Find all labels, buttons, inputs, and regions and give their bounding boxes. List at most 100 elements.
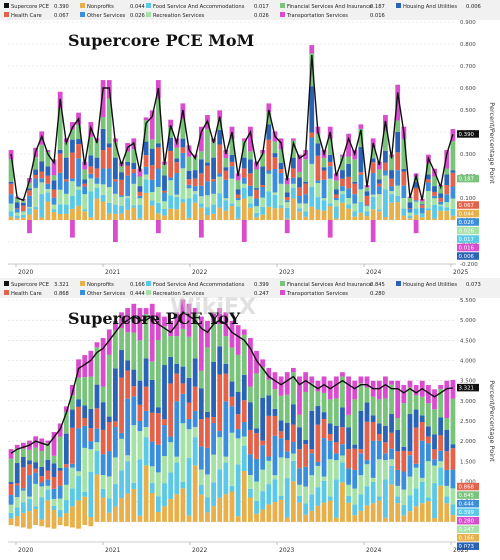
bar-segment-financial_services — [376, 399, 382, 424]
bar-segment-financial_services — [284, 184, 290, 193]
bar-segment-housing_utilities — [389, 414, 394, 433]
supercore-line — [10, 54, 454, 202]
bar-segment-other_services — [162, 192, 167, 202]
bar-segment-other_services — [346, 468, 351, 485]
bar-segment-housing_utilities — [113, 157, 118, 180]
bar-segment-nonprofits — [352, 515, 358, 522]
bar-segment-financial_services — [352, 159, 358, 182]
bar-segment-housing_utilities — [401, 168, 407, 172]
bar-segment-recreation_services — [106, 476, 112, 499]
bar-segment-financial_services — [254, 169, 259, 189]
bar-segment-housing_utilities — [266, 395, 272, 416]
bar-segment-other_services — [33, 472, 39, 484]
bar-segment-other_services — [444, 194, 450, 203]
bar-segment-housing_utilities — [186, 377, 192, 403]
bar-segment-financial_services — [76, 124, 81, 140]
bar-segment-housing_utilities — [205, 411, 210, 418]
bar-segment-nonprofits — [358, 510, 364, 522]
bar-segment-other_services — [39, 482, 45, 487]
bar-segment-other_services — [352, 469, 358, 489]
bar-segment-food_services — [229, 203, 235, 206]
bar-segment-nonprofits — [419, 217, 425, 220]
bar-segment-housing_utilities — [309, 410, 315, 450]
bar-segment-recreation_services — [389, 459, 394, 466]
bar-segment-recreation_services — [346, 198, 351, 205]
bar-segment-transportation_services — [346, 376, 351, 415]
bar-segment-nonprofits — [57, 517, 63, 522]
end-label-box-transportation_services — [457, 516, 479, 525]
bar-segment-housing_utilities — [131, 369, 137, 387]
bar-segment-housing_utilities — [376, 179, 382, 184]
bar-segment-housing_utilities — [444, 429, 450, 452]
bar-segment-housing_utilities — [168, 137, 174, 151]
bar-segment-recreation_services — [186, 429, 192, 459]
bar-segment-recreation_services — [94, 442, 100, 451]
bar-segment-housing_utilities — [370, 415, 376, 423]
bar-segment-financial_services — [425, 163, 431, 175]
bar-segment-food_services — [407, 215, 413, 219]
x-tick-label-2023: 2023 — [279, 269, 294, 276]
bar-segment-recreation_services — [180, 168, 186, 200]
bar-segment-nonprofits — [333, 517, 339, 522]
supercore-line — [10, 311, 453, 454]
bar-segment-food_services — [168, 195, 174, 209]
bar-segment-nonprofits — [113, 506, 118, 522]
bar-segment-transportation_services — [315, 380, 321, 392]
bar-segment-food_services — [180, 481, 186, 489]
bar-segment-food_services — [82, 209, 88, 212]
bar-segment-food_services — [248, 203, 253, 208]
bar-segment-food_services — [389, 465, 394, 485]
legend-swatch-nonprofits — [80, 281, 85, 286]
bar-segment-health_care — [376, 183, 382, 187]
bar-segment-other_services — [198, 185, 204, 197]
bar-segment-housing_utilities — [235, 189, 241, 195]
bar-segment-financial_services — [94, 140, 100, 158]
bar-segment-nonprofits — [425, 210, 431, 220]
bar-segment-recreation_services — [278, 457, 284, 496]
chart-title: Supercore PCE MoM — [68, 31, 254, 50]
bar-segment-other_services — [186, 184, 192, 189]
bar-segment-housing_utilities — [198, 388, 204, 420]
bar-segment-housing_utilities — [260, 166, 266, 186]
bar-segment-financial_services — [168, 336, 174, 357]
bar-segment-health_care — [278, 169, 284, 174]
bar-segment-food_services — [235, 464, 241, 517]
bar-segment-health_care — [223, 170, 229, 180]
bar-segment-financial_services — [168, 127, 174, 138]
bar-segment-health_care — [450, 448, 456, 470]
bar-segment-nonprofits — [180, 488, 186, 522]
bar-segment-health_care — [149, 412, 155, 442]
bar-segment-transportation_services — [358, 376, 364, 384]
bar-segment-financial_services — [20, 200, 26, 203]
bar-segment-recreation_services — [395, 485, 401, 497]
bar-segment-financial_services — [14, 197, 20, 203]
bar-segment-nonprofits — [450, 215, 456, 220]
bar-segment-transportation_services — [389, 380, 394, 385]
bar-segment-financial_services — [444, 168, 450, 175]
bar-segment-recreation_services — [76, 186, 81, 190]
bar-segment-transportation_services — [395, 380, 401, 419]
bar-segment-nonprofits — [100, 497, 106, 522]
bar-segment-health_care — [119, 377, 124, 433]
bar-segment-housing_utilities — [432, 186, 437, 192]
bar-segment-other_services — [106, 451, 112, 477]
bar-segment-recreation_services — [432, 198, 437, 205]
bar-segment-health_care — [309, 132, 315, 138]
bar-segment-transportation_services — [198, 126, 204, 152]
x-tick-label-2025: 2025 — [453, 547, 468, 554]
bar-segment-housing_utilities — [137, 380, 143, 405]
bar-segment-recreation_services — [254, 481, 259, 501]
bar-segment-food_services — [419, 481, 425, 504]
bar-segment-health_care — [254, 189, 259, 199]
bar-segment-other_services — [57, 485, 63, 499]
x-tick-label-2021: 2021 — [105, 269, 120, 276]
bar-segment-nonprofits — [168, 499, 174, 522]
bar-segment-recreation_services — [70, 181, 75, 196]
bar-segment-financial_services — [63, 411, 69, 434]
bar-segment-recreation_services — [39, 182, 45, 195]
bar-segment-housing_utilities — [82, 179, 88, 184]
bar-segment-nonprofits — [180, 202, 186, 220]
bar-segment-housing_utilities — [364, 402, 370, 422]
bar-segment-transportation_services — [162, 316, 167, 327]
bar-segment-health_care — [186, 402, 192, 419]
